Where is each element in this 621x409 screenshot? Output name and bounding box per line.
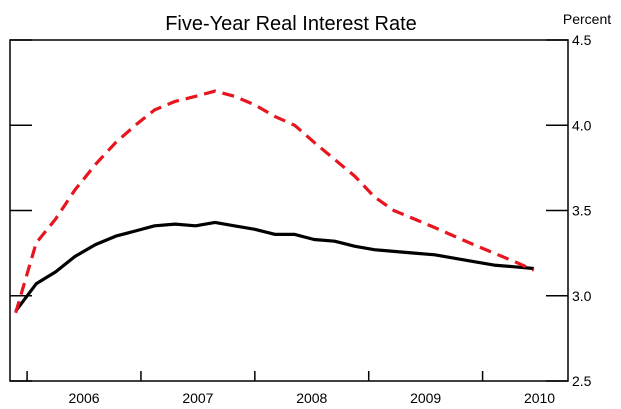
series — [14, 89, 535, 314]
y-tick-label: 2.5 — [572, 373, 592, 389]
series-line-solid — [14, 220, 534, 313]
y-tick-label: 4.0 — [572, 117, 592, 133]
x-tick-label: 2007 — [182, 390, 213, 406]
tick-labels: 2.5 3.0 3.5 4.0 4.5 2006 2007 2008 2009 2010 — [68, 32, 591, 406]
plot-frame — [9, 39, 569, 382]
x-tick-label: 2008 — [296, 390, 327, 406]
y-axis-unit-label: Percent — [563, 11, 611, 27]
series-line-dashed — [14, 89, 535, 314]
x-tick-label: 2009 — [410, 390, 441, 406]
x-tick-label: 2006 — [68, 390, 99, 406]
x-tick-label: 2010 — [524, 390, 555, 406]
y-tick-label: 3.0 — [572, 288, 592, 304]
y-tick-label: 4.5 — [572, 32, 592, 48]
ticks — [10, 39, 568, 382]
chart-title: Five-Year Real Interest Rate — [165, 13, 417, 35]
y-tick-label: 3.5 — [572, 203, 592, 219]
